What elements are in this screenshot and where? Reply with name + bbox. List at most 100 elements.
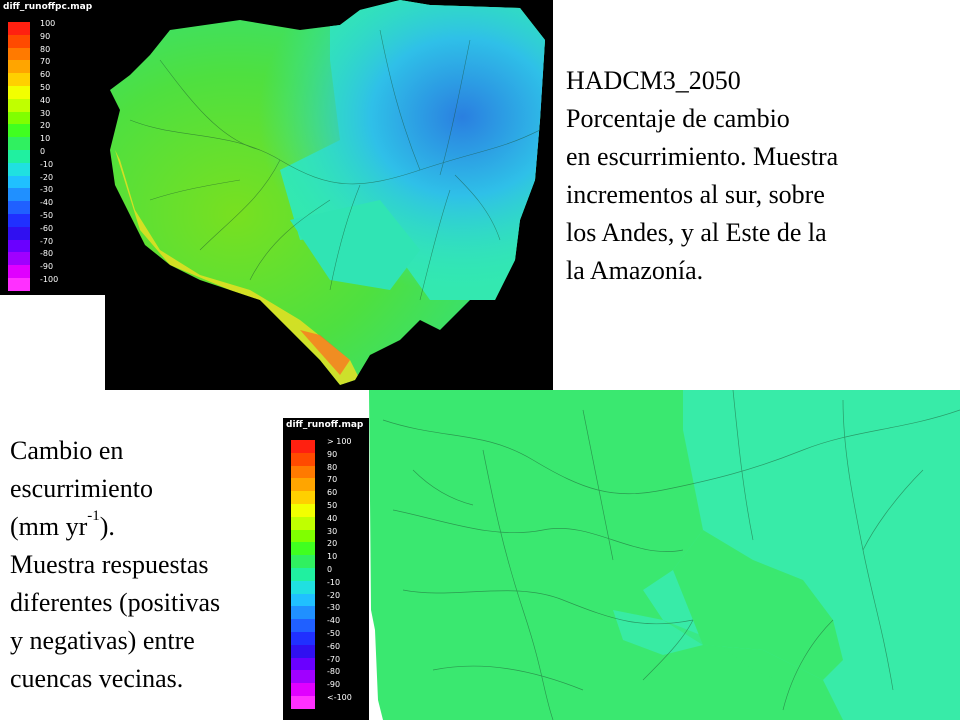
top-caption: HADCM3_2050 Porcentaje de cambio en escurr… — [566, 62, 838, 290]
legend-tick-label: -100 — [40, 275, 59, 284]
legend-swatch — [8, 278, 30, 291]
legend-swatch — [291, 657, 315, 671]
legend-swatch — [8, 124, 30, 138]
top-caption-line-5: los Andes, y al Este de la — [566, 218, 827, 247]
legend-tick-label: -70 — [327, 654, 341, 664]
legend-swatch — [291, 619, 315, 632]
legend-tick-label: 50 — [40, 83, 51, 92]
map2-legend-title: diff_runoff.map — [286, 420, 364, 430]
legend-swatch — [291, 452, 315, 466]
legend-swatch — [291, 440, 315, 453]
legend-tick-label: -60 — [327, 641, 341, 651]
legend-tick-label: -90 — [40, 262, 54, 272]
legend-swatch — [291, 632, 315, 645]
legend-swatch — [8, 252, 30, 266]
legend-swatch — [8, 60, 30, 74]
top-caption-line-1: HADCM3_2050 — [566, 66, 741, 95]
legend-swatch — [8, 175, 30, 189]
runoff-absolute-change-map: diff_runoff.map > 100 90 80 70 60 50 40 30 20 10 0… — [283, 390, 960, 720]
legend-tick-label: -80 — [327, 667, 341, 677]
bottom-caption-line-7: cuencas vecinas. — [10, 664, 184, 693]
legend-tick-label: 100 — [40, 19, 56, 28]
legend-tick-label: 30 — [40, 108, 51, 118]
bottom-caption-line-6: y negativas) entre — [10, 626, 195, 655]
map1-legend-title: diff_runoffpc.map — [3, 2, 93, 12]
amazon-basin-percent-map — [110, 0, 545, 385]
legend-tick-label: 80 — [327, 462, 338, 472]
legend-swatch — [291, 465, 315, 479]
bottom-caption-line-5: diferentes (positivas — [10, 588, 221, 617]
white-cutout — [0, 295, 105, 390]
legend-tick-label: -20 — [327, 590, 341, 600]
legend-swatch — [291, 683, 315, 696]
legend-tick-label: 70 — [40, 57, 51, 67]
legend-tick-label: -50 — [327, 629, 341, 638]
legend-tick-label: 10 — [40, 134, 51, 144]
legend-tick-label: <-100 — [327, 693, 352, 702]
legend-swatch — [291, 568, 315, 581]
legend-tick-label: 40 — [40, 95, 51, 105]
legend-tick-label: -50 — [40, 211, 54, 220]
legend-swatch — [8, 137, 30, 150]
legend-tick-label: 30 — [327, 526, 338, 536]
legend-tick-label: > 100 — [327, 437, 352, 446]
legend-tick-label: -20 — [40, 172, 54, 182]
legend-swatch — [8, 214, 30, 227]
legend-swatch — [291, 606, 315, 620]
legend-swatch — [291, 491, 315, 504]
legend-tick-label: 20 — [40, 121, 51, 131]
legend-swatch — [8, 201, 30, 214]
legend-swatch — [8, 73, 30, 86]
legend-swatch — [291, 504, 315, 517]
legend-swatch — [291, 670, 315, 684]
legend-tick-label: 20 — [327, 539, 338, 549]
legend-tick-label: 60 — [40, 70, 51, 80]
legend-tick-label: 60 — [327, 488, 338, 498]
bottom-caption-line-3: (mm yr-1). — [10, 508, 115, 542]
legend-swatch — [8, 47, 30, 61]
runoff-percent-change-map: diff_runoffpc.map 100 90 80 70 60 50 40 30 20 10 0… — [0, 0, 553, 390]
legend-swatch — [8, 150, 30, 163]
bottom-caption-line-2: escurrimiento — [10, 474, 153, 503]
legend-tick-label: 10 — [327, 552, 338, 562]
legend-tick-label: -90 — [327, 680, 341, 690]
legend-tick-label: 0 — [40, 147, 46, 156]
map1-legend: diff_runoffpc.map 100 90 80 70 60 50 40 30 20 10 0… — [0, 0, 92, 295]
legend-swatch — [291, 580, 315, 594]
amazon-basin-runoff-map — [369, 390, 960, 720]
legend-tick-label: 40 — [327, 513, 338, 523]
legend-swatch — [291, 555, 315, 568]
legend-swatch — [8, 98, 30, 112]
legend-swatch — [291, 542, 315, 556]
legend-tick-label: 80 — [40, 44, 51, 54]
legend-swatch — [291, 516, 315, 530]
legend-swatch — [8, 34, 30, 48]
top-caption-line-6: la Amazonía. — [566, 256, 704, 285]
legend-tick-label: 70 — [327, 475, 338, 485]
legend-tick-label: -60 — [40, 223, 54, 233]
legend-swatch — [8, 22, 30, 35]
legend-tick-label: -40 — [327, 616, 341, 626]
legend-swatch — [8, 239, 30, 253]
legend-tick-label: -80 — [40, 249, 54, 259]
legend-tick-label: -30 — [327, 603, 341, 613]
legend-tick-label: 50 — [327, 501, 338, 510]
legend-swatch — [291, 593, 315, 607]
bottom-caption-line-1: Cambio en — [10, 436, 124, 465]
legend-swatch — [8, 86, 30, 99]
bottom-caption: Cambio en escurrimiento (mm yr-1). Muest… — [10, 432, 220, 698]
legend-tick-label: 90 — [40, 31, 51, 41]
legend-swatch — [291, 529, 315, 543]
legend-tick-label: -30 — [40, 185, 54, 195]
legend-tick-label: -10 — [40, 159, 54, 169]
legend-swatch — [8, 188, 30, 202]
bottom-caption-line-4: Muestra respuestas — [10, 550, 209, 579]
legend-tick-label: -70 — [40, 236, 54, 246]
legend-tick-label: -10 — [327, 577, 341, 587]
legend-swatch — [291, 644, 315, 658]
legend-swatch — [8, 265, 30, 278]
legend-tick-label: -40 — [40, 198, 54, 208]
top-caption-line-3: en escurrimiento. Muestra — [566, 142, 839, 171]
legend-tick-label: 90 — [327, 449, 338, 459]
legend-swatch — [8, 226, 30, 240]
